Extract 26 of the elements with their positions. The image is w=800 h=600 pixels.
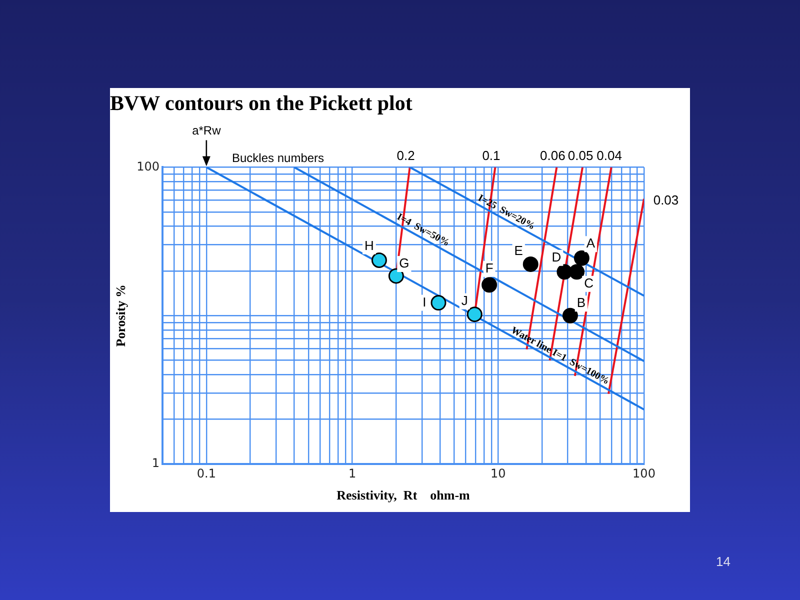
annotation: a*Rw [192,124,222,138]
x-tick-label: 10 [490,466,506,480]
annotation: 0.04 [596,148,622,163]
y-axis-title: Porosity % [113,284,128,347]
annotation: A [586,236,596,251]
x-tick-label: 1 [348,466,356,480]
annotation: C [584,275,594,290]
x-tick-label: 100 [632,466,656,480]
annotation: H [364,238,374,253]
annotation: E [514,242,524,258]
annotation: 0.05 [568,148,594,163]
text: 14 [716,554,730,569]
text: Buckles numbers [232,151,324,165]
annotation: I [422,294,426,310]
annotation: B [576,295,586,310]
annotation: 0.2 [396,148,415,163]
annotation: G [399,256,410,271]
annotation: 0.03 [653,192,679,208]
x-tick-label: 0.1 [196,466,216,480]
annotation: 0.1 [482,148,500,163]
annotation: F [485,260,494,276]
annotation: 0.06 [540,148,566,163]
chart-title: BVW contours on the Pickett plot [110,91,412,116]
x-axis-title: Resistivity, Rt ohm-m [336,488,470,503]
annotation: D [552,249,562,264]
annotation: J [461,292,468,308]
